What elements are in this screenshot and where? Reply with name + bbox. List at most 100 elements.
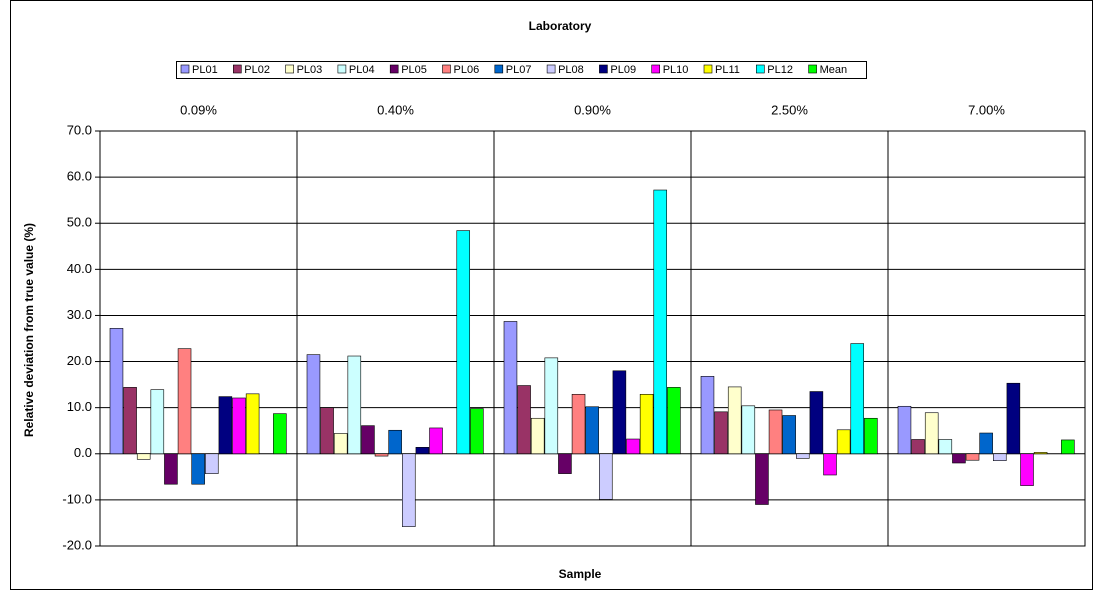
bar — [306, 354, 321, 455]
bar — [177, 348, 192, 455]
legend-swatch — [808, 64, 817, 74]
bar — [136, 453, 151, 460]
bar — [952, 453, 966, 464]
legend-swatch — [233, 64, 242, 74]
bar — [585, 406, 599, 455]
bar — [1033, 452, 1048, 455]
category-label: 7.00% — [968, 102, 1005, 117]
legend-label: PL01 — [192, 64, 218, 76]
bar — [544, 357, 559, 455]
bar — [530, 417, 545, 455]
bar — [333, 433, 348, 455]
legend-swatch — [703, 64, 713, 74]
category-label: 0.40% — [377, 102, 414, 117]
legend-swatch — [180, 64, 190, 74]
bar — [429, 427, 443, 455]
y-tick-label: -20.0 — [62, 537, 92, 552]
legend-swatch — [494, 64, 504, 74]
legend-label: PL04 — [349, 64, 375, 76]
y-tick-label: 70.0 — [67, 122, 92, 137]
x-axis-title: Sample — [559, 567, 602, 581]
y-tick-label: 50.0 — [67, 215, 92, 230]
bar — [191, 453, 205, 485]
bar — [782, 415, 796, 455]
bar — [768, 409, 783, 455]
bar — [741, 405, 756, 455]
bar — [571, 393, 586, 455]
bar — [361, 425, 375, 455]
bar — [150, 389, 165, 455]
bar — [109, 328, 124, 455]
category-label: 0.90% — [574, 102, 611, 117]
bar — [836, 429, 851, 455]
legend-label: PL12 — [767, 64, 793, 76]
y-axis-title: Relative deviation from true value (%) — [22, 223, 36, 437]
bar — [456, 230, 471, 455]
bar — [1020, 453, 1034, 486]
bar — [965, 453, 980, 461]
bar — [850, 343, 865, 455]
bar — [897, 405, 912, 455]
bar — [470, 408, 484, 455]
legend-label: Mean — [820, 64, 848, 76]
plot-area — [99, 130, 1086, 547]
bar — [727, 386, 742, 455]
y-tick-label: 60.0 — [67, 169, 92, 184]
bar — [700, 376, 715, 455]
y-tick-label: 0.0 — [74, 445, 92, 460]
y-tick-label: 30.0 — [67, 307, 92, 322]
legend-label: PL09 — [610, 64, 636, 76]
legend-label: PL05 — [401, 64, 427, 76]
bar — [653, 189, 668, 455]
category-label: 2.50% — [771, 102, 808, 117]
y-tick-label: 40.0 — [67, 261, 92, 276]
bar — [667, 387, 681, 455]
bar — [503, 321, 518, 455]
bar — [123, 387, 137, 455]
bar — [993, 453, 1007, 461]
bar — [714, 411, 728, 455]
legend-label: PL02 — [244, 64, 270, 76]
legend-label: PL03 — [297, 64, 323, 76]
legend-swatch — [285, 64, 294, 74]
bar — [415, 447, 430, 455]
bar — [517, 385, 531, 455]
chart-title: Laboratory — [529, 19, 592, 33]
legend-label: PL11 — [715, 64, 740, 76]
legend-swatch — [599, 64, 608, 74]
bar — [823, 453, 837, 476]
bar — [864, 417, 878, 455]
legend-swatch — [442, 64, 451, 74]
legend-label: PL08 — [558, 64, 584, 76]
legend-swatch — [337, 64, 347, 74]
y-tick-label: -10.0 — [62, 491, 92, 506]
bar — [205, 453, 219, 474]
bar — [245, 393, 260, 455]
bar — [796, 453, 810, 459]
bar — [402, 453, 416, 527]
bar — [320, 407, 334, 455]
bar — [164, 453, 178, 485]
legend-label: PL10 — [663, 64, 689, 76]
legend-label: PL06 — [454, 64, 480, 76]
y-tick-label: 10.0 — [67, 399, 92, 414]
bar — [347, 355, 362, 455]
bar — [626, 438, 640, 455]
bar — [273, 413, 287, 455]
category-label: 0.09% — [180, 102, 217, 117]
bar — [809, 391, 824, 455]
legend-swatch — [755, 64, 765, 74]
legend-swatch — [651, 64, 661, 74]
legend-label: PL07 — [506, 64, 532, 76]
y-tick-label: 20.0 — [67, 353, 92, 368]
bar — [374, 453, 389, 457]
legend-swatch — [546, 64, 556, 74]
bar — [1061, 439, 1075, 455]
bar — [599, 453, 613, 500]
legend-box — [176, 61, 867, 79]
legend-swatch — [389, 64, 399, 74]
bar — [218, 396, 233, 455]
bar — [911, 439, 925, 455]
bar — [755, 453, 769, 505]
